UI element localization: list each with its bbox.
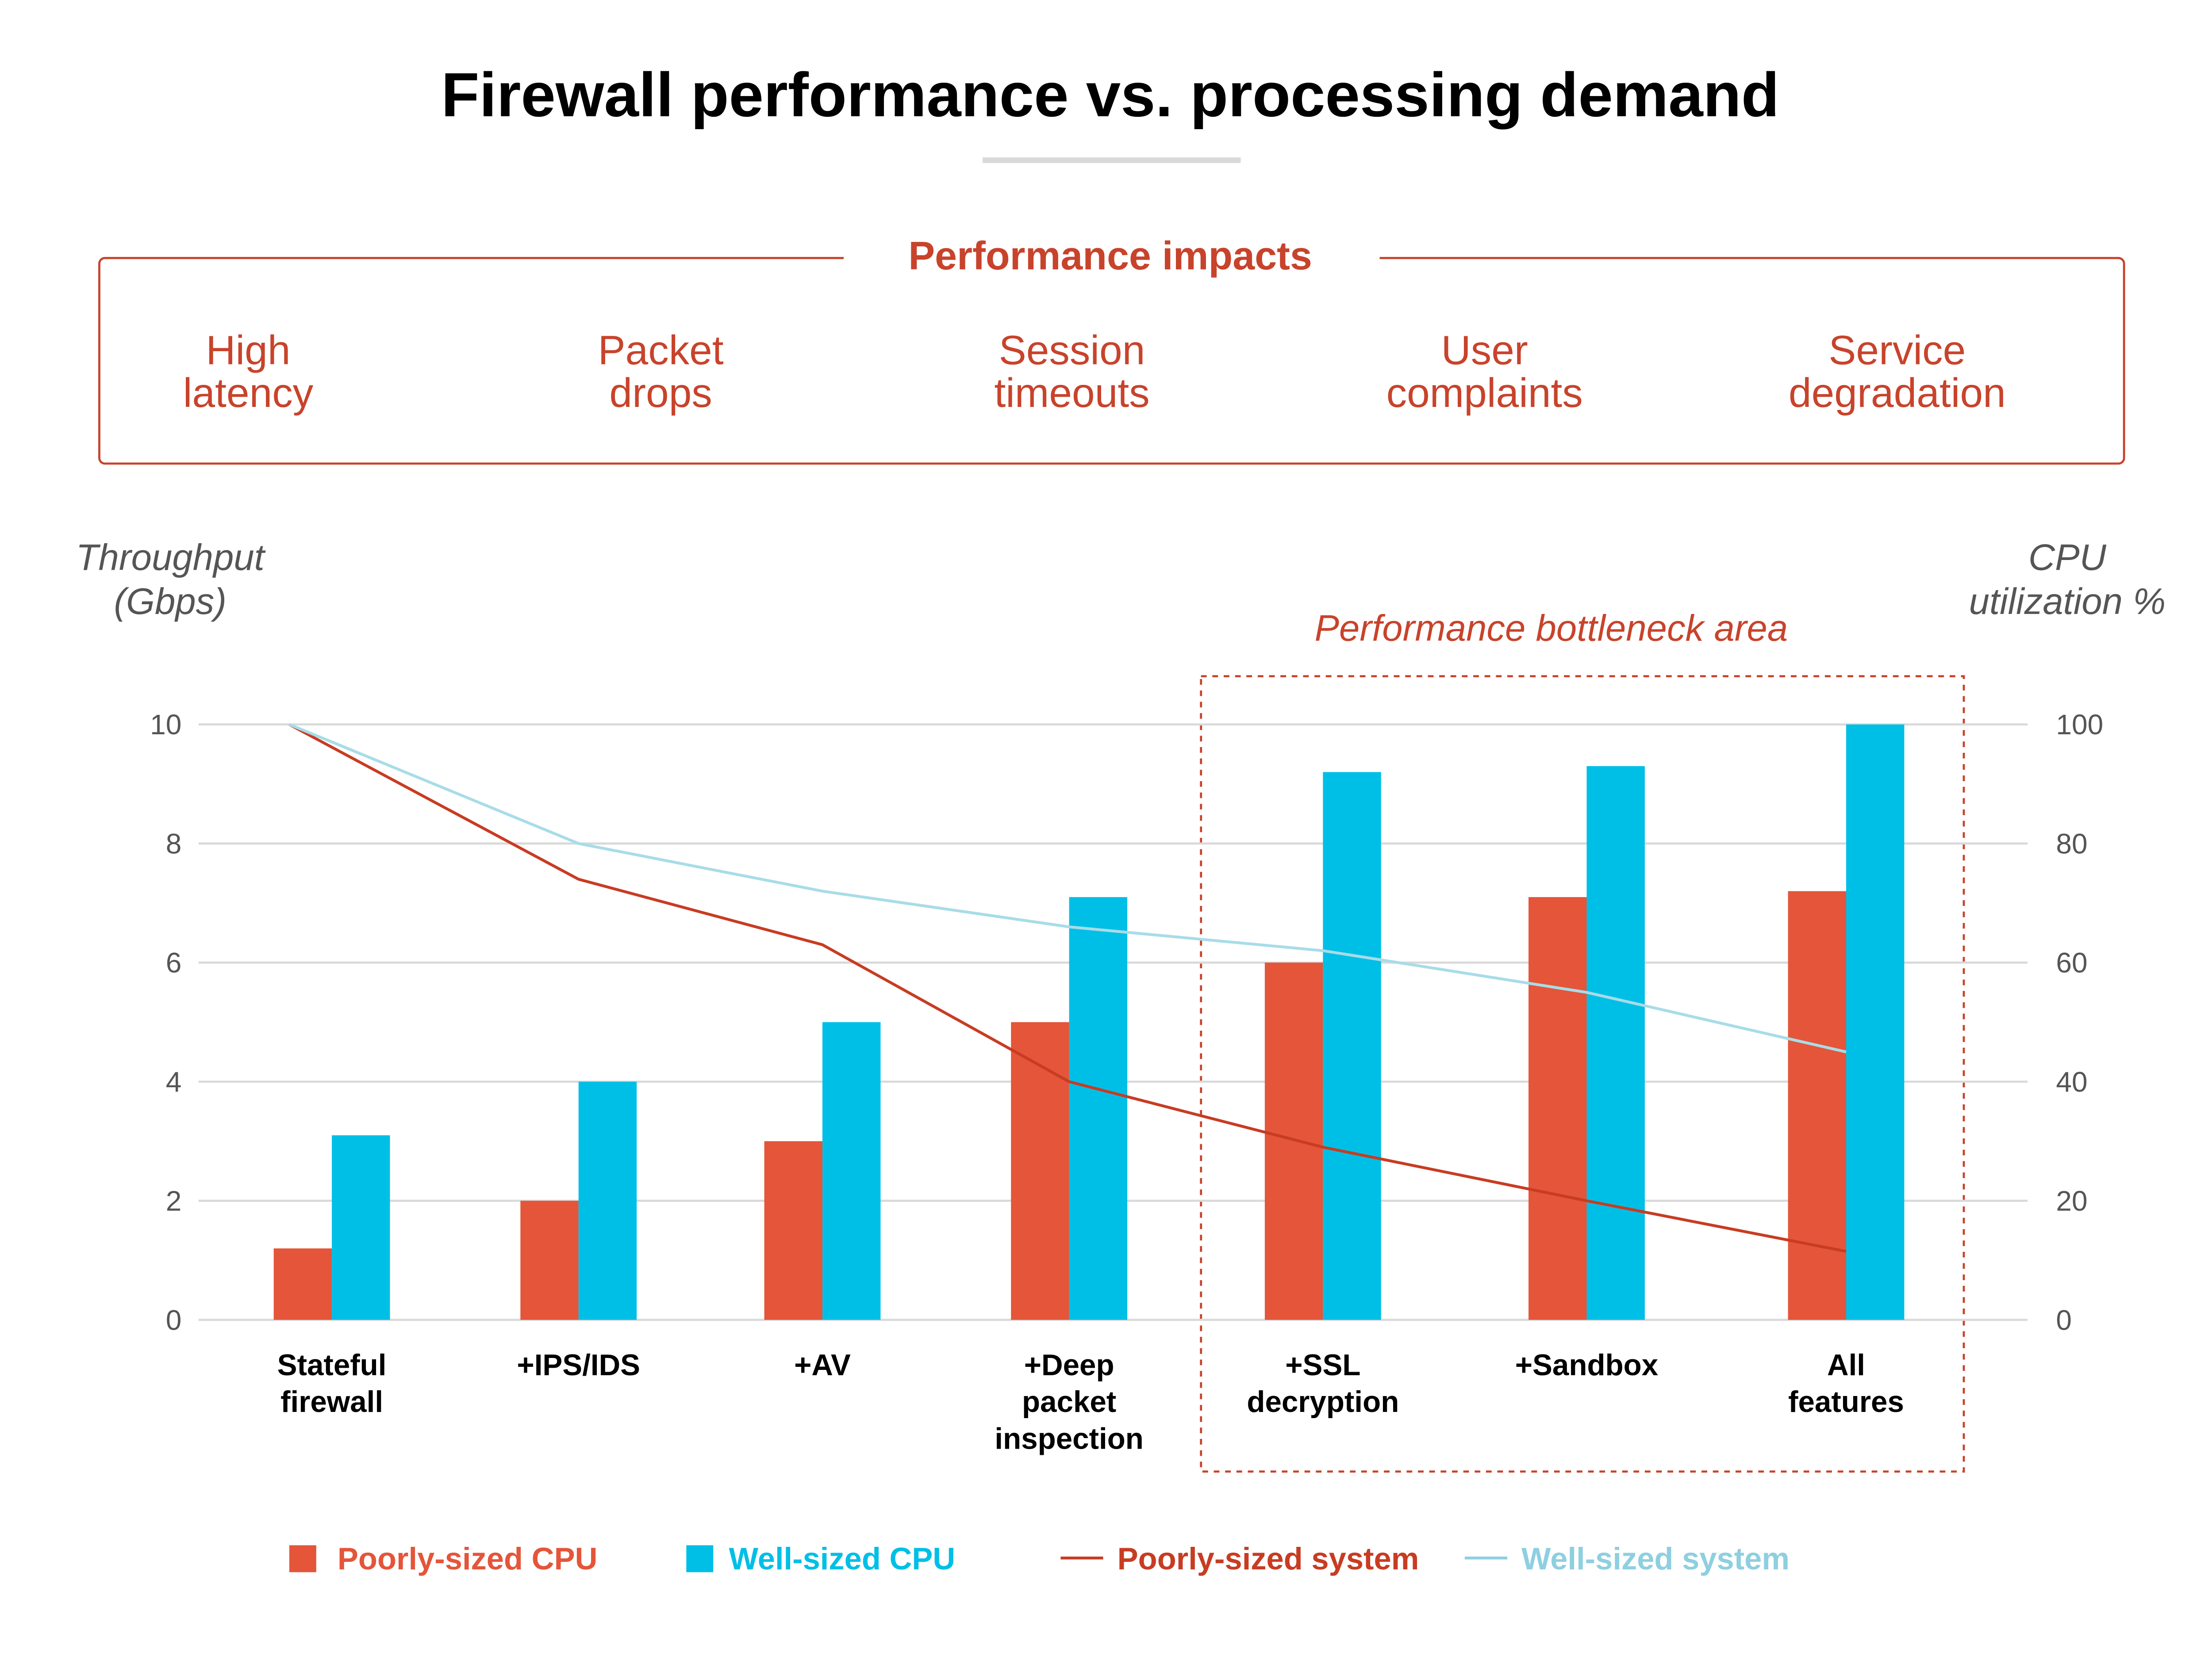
bar-well-sized-cpu	[1586, 766, 1645, 1320]
legend-swatch	[289, 1545, 316, 1572]
legend-swatch	[686, 1545, 714, 1572]
bar-well-sized-cpu	[578, 1082, 637, 1320]
right-tick-label: 20	[2056, 1185, 2087, 1217]
legend-label: Poorly-sized system	[1118, 1541, 1419, 1576]
bar-poorly-sized-cpu	[1788, 891, 1846, 1320]
left-axis-title-line1: Throughput	[76, 537, 266, 578]
bar-poorly-sized-cpu	[1011, 1022, 1069, 1320]
right-tick-label: 60	[2056, 947, 2087, 979]
impact-item: degradation	[1789, 370, 2006, 416]
bar-poorly-sized-cpu	[764, 1141, 823, 1320]
impact-item: User	[1441, 327, 1528, 373]
bar-poorly-sized-cpu	[1528, 897, 1587, 1320]
left-tick-label: 2	[166, 1185, 182, 1217]
category-label: packet	[1022, 1385, 1116, 1419]
bar-poorly-sized-cpu	[1264, 963, 1323, 1320]
category-label: +Sandbox	[1515, 1349, 1658, 1382]
category-label: All	[1827, 1349, 1865, 1382]
impacts-heading: Performance impacts	[908, 234, 1312, 278]
impact-item: Session	[999, 327, 1145, 373]
impact-item: complaints	[1386, 370, 1583, 416]
category-label: +AV	[794, 1349, 851, 1382]
right-tick-label: 80	[2056, 828, 2087, 859]
left-tick-label: 0	[166, 1304, 182, 1336]
left-axis-title-line2: (Gbps)	[114, 581, 227, 622]
category-label: inspection	[995, 1422, 1144, 1455]
left-tick-label: 8	[166, 828, 182, 859]
category-label: +SSL	[1285, 1349, 1360, 1382]
right-tick-label: 100	[2056, 709, 2103, 740]
category-label: decryption	[1247, 1385, 1399, 1419]
left-tick-label: 6	[166, 947, 182, 979]
category-label: Stateful	[277, 1349, 387, 1382]
legend-label: Well-sized CPU	[729, 1541, 955, 1576]
line-point	[1586, 992, 1587, 993]
bar-well-sized-cpu	[332, 1135, 390, 1320]
impact-item: High	[206, 327, 290, 373]
bottleneck-label: Performance bottleneck area	[1314, 608, 1788, 649]
bar-well-sized-cpu	[822, 1022, 881, 1320]
impact-item: Packet	[598, 327, 724, 373]
line-point	[289, 724, 290, 725]
line-point	[1586, 1200, 1587, 1201]
impact-item: latency	[183, 370, 314, 416]
impact-item: timeouts	[994, 370, 1149, 416]
right-axis-title-line1: CPU	[2028, 537, 2107, 578]
left-tick-label: 4	[166, 1066, 182, 1098]
bar-well-sized-cpu	[1069, 897, 1128, 1320]
impact-item: Service	[1828, 327, 1966, 373]
category-label: features	[1788, 1385, 1904, 1419]
line-point	[1846, 1251, 1847, 1252]
right-tick-label: 40	[2056, 1066, 2087, 1098]
bar-well-sized-cpu	[1323, 772, 1381, 1320]
chart-title: Firewall performance vs. processing dema…	[441, 60, 1779, 130]
category-label: firewall	[280, 1385, 383, 1419]
right-tick-label: 0	[2056, 1304, 2072, 1336]
category-label: +IPS/IDS	[517, 1349, 640, 1382]
impact-item: drops	[609, 370, 712, 416]
left-tick-label: 10	[150, 709, 181, 740]
bar-poorly-sized-cpu	[273, 1248, 332, 1320]
legend-label: Poorly-sized CPU	[338, 1541, 598, 1576]
title-underline	[983, 157, 1241, 163]
line-point	[822, 944, 823, 945]
bar-poorly-sized-cpu	[520, 1200, 579, 1320]
bar-well-sized-cpu	[1846, 724, 1905, 1320]
category-label: +Deep	[1024, 1349, 1114, 1382]
impacts-heading-bg	[844, 234, 1380, 282]
bottleneck-box	[1200, 675, 1965, 1473]
legend-label: Well-sized system	[1521, 1541, 1790, 1576]
right-axis-title-line2: utilization %	[1969, 581, 2166, 622]
